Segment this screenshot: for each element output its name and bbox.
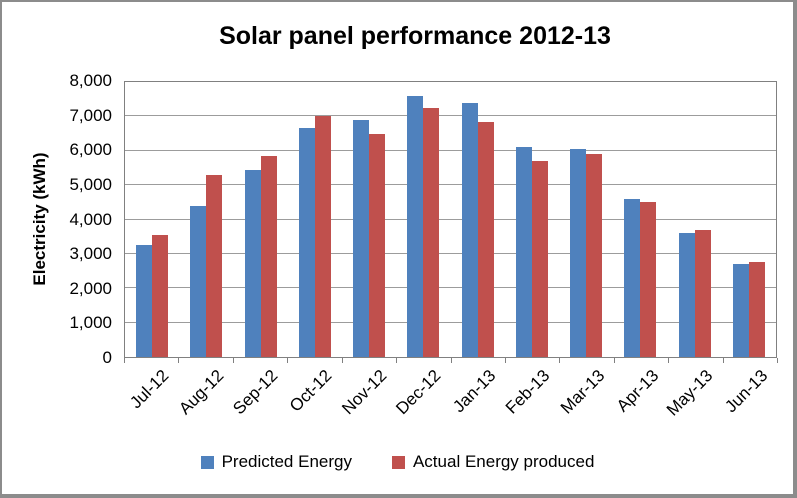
x-tick-label-aug-12: Aug-12	[174, 366, 228, 419]
legend-item-predicted-energy: Predicted Energy	[200, 452, 352, 472]
x-axis-tick	[233, 358, 234, 363]
bar-predicted-energy-may-13	[678, 233, 695, 357]
legend-label: Actual Energy produced	[412, 452, 595, 471]
y-tick-label: 6,000	[69, 140, 112, 160]
bar-group-apr-13	[613, 82, 667, 357]
chart-title: Solar panel performance 2012-13	[219, 22, 611, 50]
legend-swatch-actual-energy-produced	[391, 455, 405, 469]
bar-actual-energy-produced-may-13	[694, 229, 711, 357]
legend-label: Predicted Energy	[221, 452, 352, 471]
bar-predicted-energy-oct-12	[298, 128, 315, 357]
y-tick-label: 7,000	[69, 105, 112, 125]
y-tick-label: 8,000	[69, 71, 112, 90]
bar-predicted-energy-mar-13	[570, 149, 587, 357]
bar-actual-energy-produced-jul-12	[152, 234, 169, 357]
bar-predicted-energy-nov-12	[353, 119, 370, 357]
bar-actual-energy-produced-jan-13	[477, 121, 494, 357]
x-tick-label-feb-13: Feb-13	[502, 366, 554, 418]
x-axis-tick	[505, 358, 506, 363]
bar-actual-energy-produced-apr-13	[640, 202, 657, 357]
bar-predicted-energy-jun-13	[732, 264, 749, 357]
x-axis-tick	[396, 358, 397, 363]
legend-item-actual-energy-produced: Actual Energy produced	[391, 452, 595, 472]
x-axis-tick	[777, 358, 778, 363]
legend: Predicted Energy Actual Energy produced	[2, 452, 793, 472]
bar-predicted-energy-dec-12	[407, 95, 424, 357]
bar-predicted-energy-jan-13	[461, 102, 478, 357]
x-tick-label-may-13: May-13	[663, 366, 717, 420]
y-tick-label: 1,000	[69, 313, 112, 333]
bar-group-jan-13	[451, 82, 505, 357]
gridline	[125, 252, 776, 254]
x-tick-label-sep-12: Sep-12	[229, 366, 282, 419]
x-tick-label-jun-13: Jun-13	[721, 366, 772, 417]
bar-group-oct-12	[288, 82, 342, 357]
bar-actual-energy-produced-oct-12	[314, 116, 331, 357]
bar-actual-energy-produced-aug-12	[206, 174, 223, 357]
bar-predicted-energy-feb-13	[515, 147, 532, 357]
y-tick-label: 2,000	[69, 278, 112, 298]
bar-actual-energy-produced-sep-12	[260, 155, 277, 357]
x-axis-tick	[559, 358, 560, 363]
bar-actual-energy-produced-mar-13	[586, 154, 603, 357]
bar-actual-energy-produced-feb-13	[531, 161, 548, 357]
x-axis-tick	[124, 358, 125, 363]
bar-group-mar-13	[559, 82, 613, 357]
y-tick-label: 0	[102, 348, 112, 367]
bar-group-sep-12	[234, 82, 288, 357]
bar-actual-energy-produced-jun-13	[748, 262, 765, 357]
bar-group-feb-13	[505, 82, 559, 357]
x-tick-label-dec-12: Dec-12	[392, 366, 445, 419]
gridline	[125, 184, 776, 186]
bar-group-jul-12	[125, 82, 179, 357]
legend-swatch-predicted-energy	[200, 455, 214, 469]
x-axis-tick	[614, 358, 615, 363]
bar-predicted-energy-aug-12	[190, 205, 207, 357]
x-axis-tick	[668, 358, 669, 363]
gridline	[125, 218, 776, 220]
bar-predicted-energy-jul-12	[136, 245, 153, 357]
bars-row	[125, 82, 776, 357]
bar-group-nov-12	[342, 82, 396, 357]
x-tick-label-nov-12: Nov-12	[338, 366, 391, 419]
x-tick-label-apr-13: Apr-13	[612, 366, 663, 416]
bar-predicted-energy-apr-13	[624, 198, 641, 357]
x-tick-label-jan-13: Jan-13	[448, 366, 500, 417]
y-tick-label: 5,000	[69, 174, 112, 194]
y-tick-label: 4,000	[69, 209, 112, 229]
x-axis-tick	[451, 358, 452, 363]
x-tick-label-mar-13: Mar-13	[556, 366, 608, 418]
gridline	[125, 321, 776, 323]
x-axis-tick	[342, 358, 343, 363]
x-axis-tick	[723, 358, 724, 363]
y-tick-label: 3,000	[69, 244, 112, 264]
x-axis-ticks	[124, 358, 778, 364]
plot-area	[124, 81, 777, 358]
y-axis-tick-labels: 0 1,000 2,000 3,000 4,000 5,000 6,000 7,000 8,00…	[2, 2, 112, 494]
x-tick-label-jul-12: Jul-12	[126, 366, 173, 413]
gridline	[125, 149, 776, 151]
bar-predicted-energy-sep-12	[244, 169, 261, 357]
gridline	[125, 287, 776, 289]
bar-group-jun-13	[722, 82, 776, 357]
gridline	[125, 115, 776, 117]
x-tick-label-oct-12: Oct-12	[286, 366, 336, 416]
bar-actual-energy-produced-nov-12	[369, 133, 386, 357]
x-axis-tick	[178, 358, 179, 363]
bar-group-dec-12	[396, 82, 450, 357]
bar-group-may-13	[668, 82, 722, 357]
bar-group-aug-12	[179, 82, 233, 357]
x-axis-tick	[287, 358, 288, 363]
bar-actual-energy-produced-dec-12	[423, 107, 440, 357]
